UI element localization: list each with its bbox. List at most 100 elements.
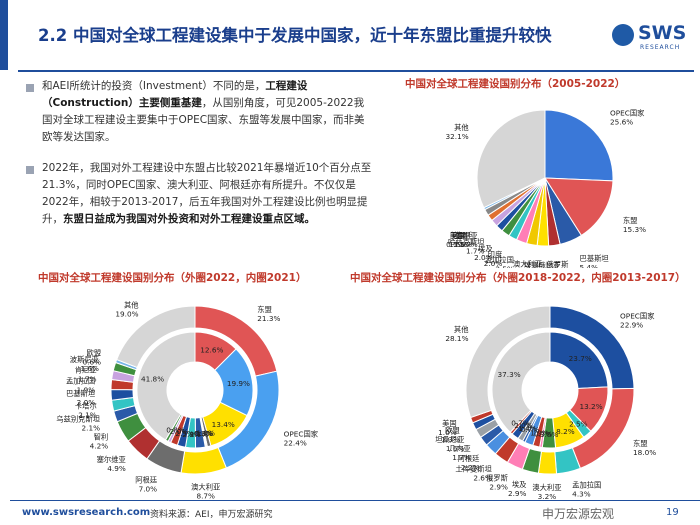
page-number: 19 <box>666 507 679 518</box>
chart3-outer-label-8: 几内亚 1.7% <box>449 444 471 462</box>
chart1-label-7: 印度 2.0% <box>484 250 503 268</box>
chart1-label-12: 欧盟 1.5% <box>449 231 468 249</box>
chart2-inner-label-9: 2.0% <box>170 427 189 436</box>
chart3-outer-label-11: 美国 1.0% <box>438 419 457 437</box>
header-divider <box>18 70 694 72</box>
chart1-label-14: 其他 32.1% <box>446 123 470 141</box>
chart3-title: 中国对全球工程建设国别分布（外圈2018-2022，内圈2013-2017） <box>350 272 686 284</box>
logo-mark-icon <box>612 24 634 46</box>
header-accent-bar <box>0 0 8 70</box>
chart1-label-0: OPEC国家 25.6% <box>610 109 645 127</box>
chart2-outer-slice-2 <box>180 446 227 475</box>
chart2-inner-label-2: 13.4% <box>212 420 235 429</box>
chart2-outer-label-2: 澳大利亚 8.7% <box>191 482 220 500</box>
chart3-outer-label-7: 阿根廷 2.2% <box>458 454 481 472</box>
footer-divider <box>10 500 700 501</box>
chart1-label-6: 孟加拉国2.5% <box>485 255 514 268</box>
chart3-inner-label-2: 2.5% <box>569 420 588 429</box>
chart2-inner-label-10: 0.8% <box>166 425 185 434</box>
p1-text-c: ，从国别角度，可见2005-2022我国对全球工程建设主要集中于OPEC国家、东… <box>42 97 365 143</box>
chart1-slice-14 <box>476 109 546 209</box>
chart2-outer-label-13: 其他 19.0% <box>115 300 139 318</box>
footer-watermark: 申万宏源宏观 <box>542 507 615 521</box>
chart3-inner-label-3: 8.2% <box>556 427 575 436</box>
chart3-donut: OPEC国家 22.9% 东盟 18.0% 孟加拉国 4.3% 澳大利亚 3.2% 埃及 2.9%… <box>435 305 656 500</box>
chart3-outer-label-4: 埃及 2.9% <box>508 480 527 498</box>
logo-subtext: RESEARCH <box>640 44 681 51</box>
paragraph-1: 和AEI所统计的投资（Investment）不同的是，工程建设（Construc… <box>42 78 372 146</box>
chart2-outer-label-6: 乌兹别克斯坦 2.1% <box>56 415 100 433</box>
chart2-outer-label-11: 波斯尼亚 1.6% <box>70 355 99 373</box>
chart2-outer-label-4: 塞尔维亚 4.9% <box>97 455 126 473</box>
sws-logo: SWS RESEARCH <box>612 18 694 56</box>
chart3-outer-label-10: 欧盟 1.3% <box>441 426 460 444</box>
chart3-inner-label-0: 23.7% <box>569 354 592 363</box>
chart2-inner-label-6: 2.7% <box>190 430 209 439</box>
chart1-label-8: 埃及 2.0% <box>474 244 493 262</box>
paragraph-2: 2022年，我国对外工程建设中东盟占比较2021年暴增近10个百分点至21.3%… <box>42 160 372 228</box>
chart2-outer-label-1: OPEC国家 22.4% <box>284 429 319 447</box>
chart2-outer-label-7: 卡塔尔 2.1% <box>75 402 97 420</box>
chart3-inner-label-11: 0.7% <box>511 419 530 428</box>
chart2-outer-label-3: 阿根廷 7.0% <box>135 476 158 494</box>
chart3-outer-label-12: 其他 28.1% <box>445 325 469 343</box>
chart2-title: 中国对全球工程建设国别分布（外圈2022，内圈2021） <box>38 272 307 284</box>
chart3-outer-label-9: 坦桑尼亚 1.6% <box>435 435 464 453</box>
chart2-outer-label-9: 孟加拉国 1.9% <box>66 377 95 395</box>
chart3-outer-label-6: 土库曼斯坦 2.6% <box>455 464 492 482</box>
chart2-donut: 东盟 21.3% OPEC国家 22.4% 澳大利亚 8.7% 阿根廷 7.0% 塞尔维亚 4.9… <box>56 300 319 500</box>
chart2-inner-label-0: 12.6% <box>200 345 223 354</box>
chart1-slice-0 <box>544 109 614 182</box>
chart2-inner-label-1: 19.9% <box>227 379 250 388</box>
chart3-inner-label-9: 1.4% <box>518 424 537 433</box>
chart2-inner-label-13: 41.8% <box>141 374 164 383</box>
chart1-label-11: 阿根廷 1.5% <box>450 231 473 249</box>
chart1-label-4: 埃塞俄比亚2.7% <box>524 261 560 268</box>
chart1-label-9: 哈萨克斯坦 1.7% <box>448 238 485 256</box>
chart2-inner-label-5: 0.3% <box>194 429 213 438</box>
chart2-outer-label-5: 智利 4.2% <box>90 433 109 451</box>
chart3-inner-label-6: 1.9% <box>530 429 549 438</box>
chart3-inner-label-4: 3.6% <box>540 430 559 439</box>
p2-text-bold: 东盟日益成为我国对外投资和对外工程建设重点区域。 <box>63 213 315 225</box>
chart2-inner-label-4: 0.3% <box>195 429 214 438</box>
chart3-outer-label-5: 俄罗斯 2.9% <box>486 474 508 492</box>
bullet-icon <box>26 166 34 174</box>
bullet-icon <box>26 84 34 92</box>
chart2-outer-slice-13 <box>116 305 196 369</box>
chart2-inner-label-8: 2.3% <box>175 429 194 438</box>
chart1-label-13: 美国 0.5% <box>446 231 465 249</box>
p1-text-a: 和AEI所统计的投资（Investment）不同的是， <box>42 80 266 92</box>
chart1-label-10: 肯尼亚 1.7% <box>456 231 478 249</box>
chart3-inner-label-10: 2.0% <box>514 421 533 430</box>
p1-text-bold: 工程建设（Construction）主要侧重基建 <box>42 80 308 109</box>
chart2-inner-label-7: 2.8% <box>182 430 201 439</box>
chart3-inner-label-12: 37.3% <box>498 370 521 379</box>
chart2-outer-label-8: 巴基斯坦 2.0% <box>66 389 95 407</box>
header <box>0 0 700 70</box>
chart2-outer-label-0: 东盟 21.3% <box>257 305 280 323</box>
chart3-outer-label-0: OPEC国家 22.9% <box>620 312 655 330</box>
chart3-inner-label-1: 13.2% <box>579 402 602 411</box>
p2-text-a: 2022年，我国对外工程建设中东盟占比较2021年暴增近10个百分点至21.3%… <box>42 162 372 225</box>
chart2-outer-label-10: 肯尼亚 1.7% <box>75 365 97 383</box>
chart3-outer-slice-12 <box>465 305 551 419</box>
chart3-outer-label-1: 东盟 18.0% <box>633 439 656 457</box>
chart2-outer-label-12: 欧盟 0.6% <box>83 349 102 367</box>
chart3-outer-label-3: 澳大利亚 3.2% <box>532 483 561 500</box>
chart1-label-2: 巴基斯坦 5.4% <box>580 254 609 268</box>
footer-url-link[interactable]: www.swsresearch.com <box>22 507 151 518</box>
logo-text: SWS <box>638 22 687 44</box>
page-title: 2.2 中国对全球工程建设集中于发展中国家，近十年东盟比重提升较快 <box>38 26 552 45</box>
chart2-inner-slice-13 <box>136 331 196 441</box>
chart3-inner-label-5: 0.7% <box>534 429 553 438</box>
chart3-outer-label-2: 孟加拉国 4.3% <box>572 481 601 499</box>
chart1-slice-1 <box>544 177 614 237</box>
footer-source: 资料来源：AEI，申万宏源研究 <box>150 510 273 520</box>
chart3-inner-label-8: 0.7% <box>521 425 540 434</box>
chart1-title: 中国对全球工程建设国别分布（2005-2022） <box>405 78 626 90</box>
chart2-inner-label-3: 1.0% <box>196 429 215 438</box>
chart1-label-1: 东盟 15.3% <box>623 216 646 234</box>
